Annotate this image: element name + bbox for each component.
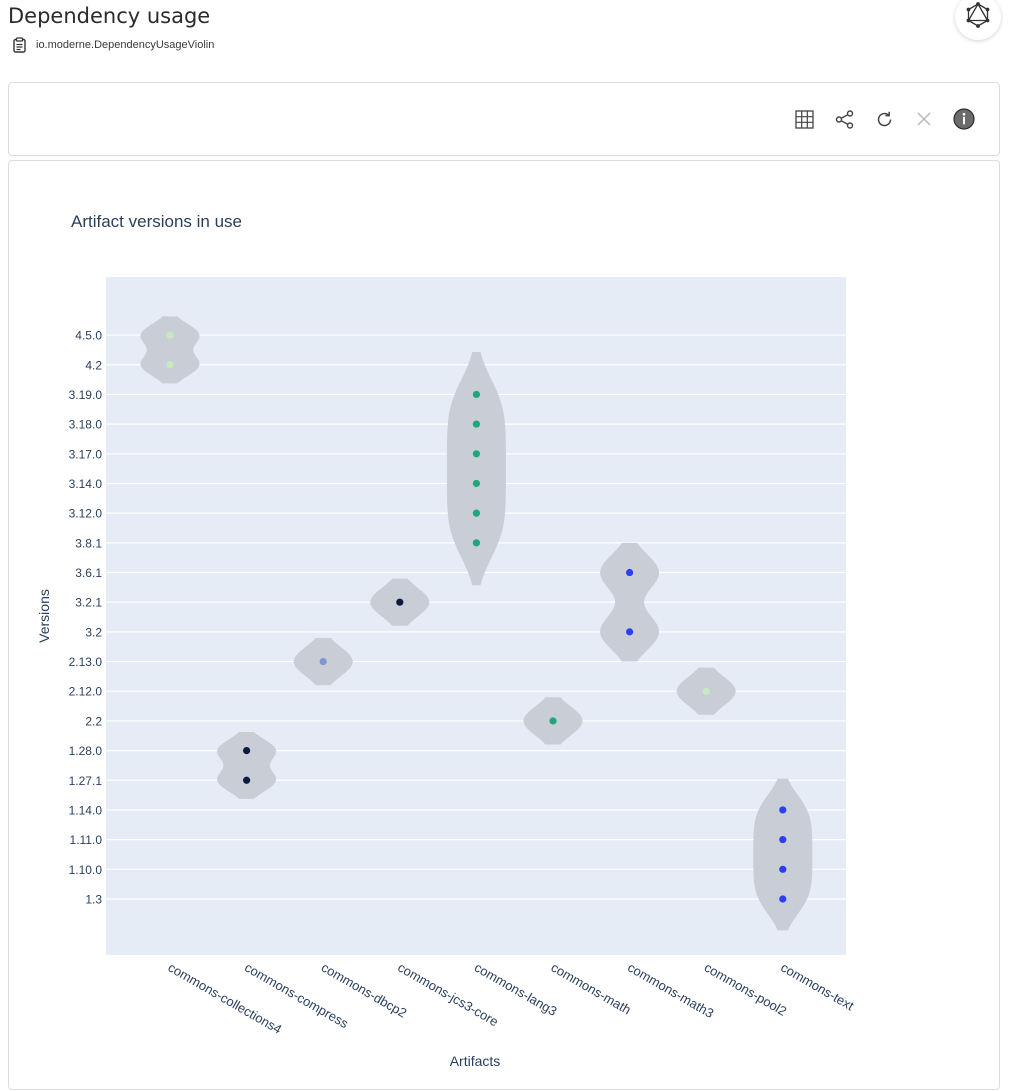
refresh-button[interactable] [873,107,895,131]
graphql-button[interactable] [955,0,1001,40]
y-tick-label: 1.10.0 [69,863,103,877]
close-button[interactable] [913,107,935,131]
recipe-id: io.moderne.DependencyUsageViolin [36,39,215,51]
recipe-id-row: io.moderne.DependencyUsageViolin [12,37,214,53]
y-tick-label: 1.11.0 [70,833,103,847]
violin-commons-collections4 [140,316,200,384]
x-tick-label: commons-math3 [625,960,716,1021]
y-tick-label: 3.17.0 [69,447,103,461]
share-icon [835,109,854,129]
data-point [472,509,480,517]
data-point [626,628,634,636]
data-point [779,836,787,844]
graphql-icon [966,1,990,33]
table-grid-icon [794,109,814,129]
x-axis-label: Artifacts [450,1053,501,1069]
data-point [472,539,480,547]
y-tick-label: 2.13.0 [69,655,103,669]
y-tick-label: 3.14.0 [69,477,103,491]
data-point [319,657,327,666]
y-tick-label: 1.28.0 [69,744,103,758]
data-point [779,865,787,873]
x-tick-label: commons-math [549,960,634,1018]
data-point [626,568,634,577]
y-tick-label: 3.12.0 [69,507,103,521]
violin-commons-lang3 [446,352,506,586]
table-view-button[interactable] [793,107,815,131]
data-point [166,331,174,339]
y-tick-label: 3.18.0 [69,418,103,432]
data-point [472,390,480,399]
y-tick-label: 2.12.0 [69,685,103,699]
data-point [549,717,557,725]
toolbar-card [8,82,1000,156]
clipboard-icon [12,37,27,53]
y-tick-label: 3.2 [85,625,102,639]
chart-title: Artifact versions in use [71,212,242,231]
info-icon [953,108,975,130]
y-tick-label: 1.27.1 [69,774,103,788]
data-point [472,450,480,458]
y-tick-label: 1.3 [85,893,102,907]
data-point [396,598,404,606]
y-axis-label: Versions [36,589,52,643]
y-tick-label: 3.8.1 [75,536,102,550]
data-point [472,420,480,428]
y-tick-label: 4.2 [85,358,102,372]
data-point [472,479,480,488]
close-icon [916,111,932,127]
data-point [166,361,174,369]
violin-commons-text [753,778,813,931]
y-tick-label: 3.19.0 [69,388,103,402]
violin-chart: Artifact versions in use 1.3 1.10.0 1.11.0… [36,212,857,1069]
violin-commons-math3 [600,542,660,662]
y-tick-label: 3.6.1 [75,566,102,580]
page-title: Dependency usage [8,4,211,28]
y-tick-label: 1.14.0 [69,803,103,817]
data-point [702,687,710,695]
y-tick-label: 3.2.1 [75,596,102,610]
chart-toolbar [793,107,975,131]
chart-card: Artifact versions in use 1.3 1.10.0 1.11.0… [8,160,1000,1090]
y-tick-label: 4.5.0 [75,329,102,343]
data-point [243,776,251,784]
refresh-icon [875,110,894,129]
data-point [779,895,787,903]
violin-commons-compress [217,732,277,799]
data-point [779,806,787,814]
y-tick-label: 2.2 [85,714,102,728]
data-point [243,747,251,755]
x-tick-label: commons-text [778,960,857,1014]
info-button[interactable] [953,107,975,131]
share-button[interactable] [833,107,855,131]
